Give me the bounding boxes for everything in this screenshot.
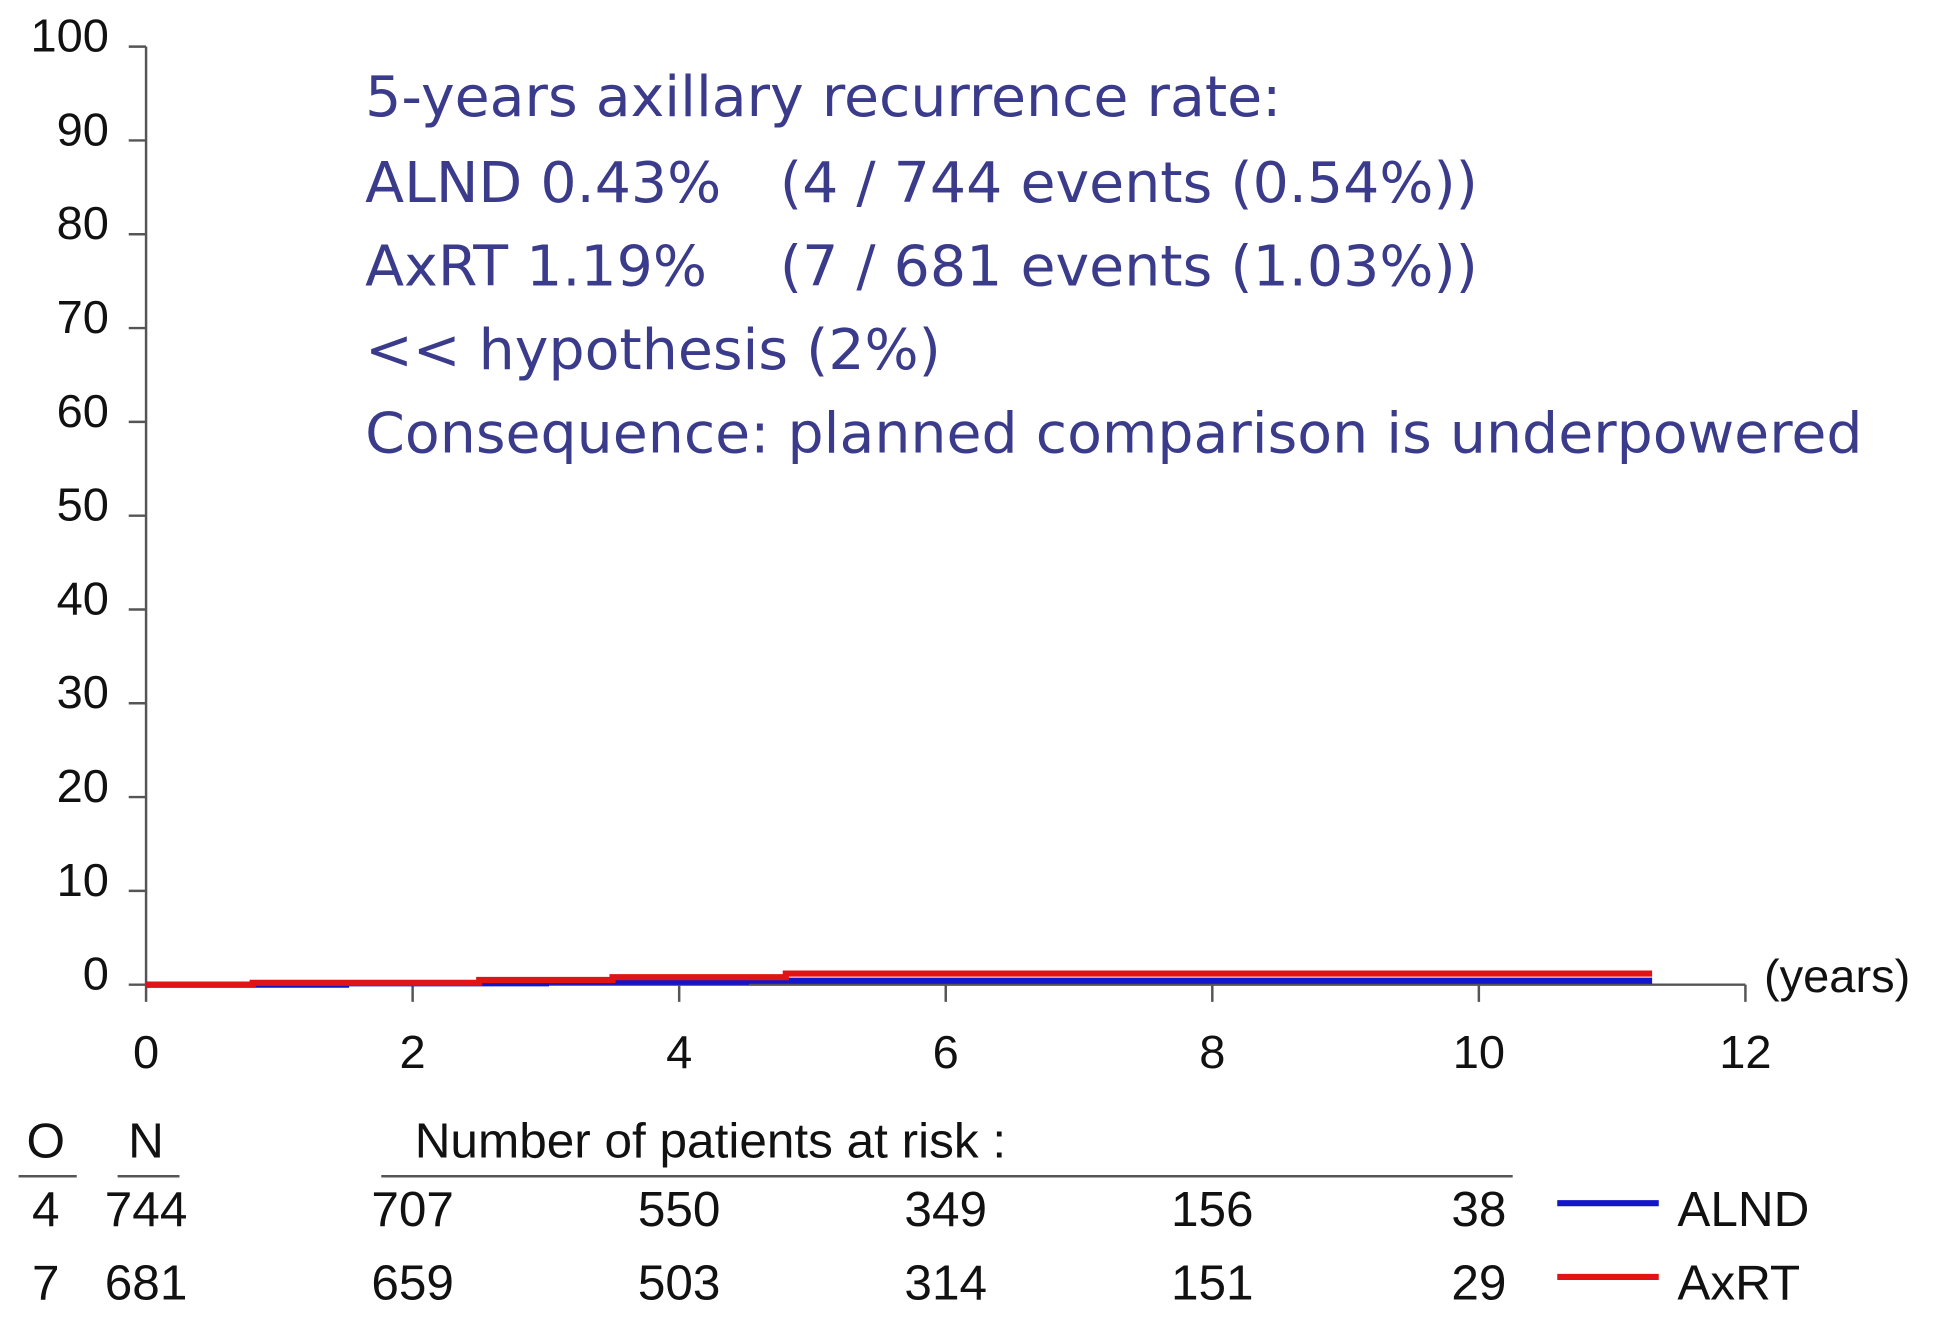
annotation: ALND 0.43%: [365, 150, 721, 216]
legend-label: ALND: [1677, 1182, 1809, 1237]
risk-n: 744: [105, 1182, 188, 1237]
annotation: << hypothesis (2%): [365, 317, 941, 383]
x-tick-label: 8: [1199, 1026, 1225, 1078]
at-risk: 659: [371, 1256, 454, 1311]
at-risk: 550: [638, 1182, 721, 1237]
annotation: (4 / 744 events (0.54%)): [780, 150, 1478, 216]
survival-curve: [146, 970, 1653, 988]
x-tick-label: 0: [133, 1026, 159, 1078]
at-risk: 29: [1451, 1256, 1506, 1311]
y-tick-label: 80: [57, 197, 109, 249]
risk-n: 681: [105, 1256, 188, 1311]
x-tick-label: 10: [1453, 1026, 1505, 1078]
y-tick-label: 40: [57, 573, 109, 625]
risk-header: Number of patients at risk :: [415, 1113, 1006, 1168]
risk-o: 4: [32, 1182, 60, 1237]
x-tick-label: 12: [1719, 1026, 1771, 1078]
y-tick-label: 50: [57, 479, 109, 531]
x-axis-label: (years): [1764, 950, 1910, 1002]
y-tick-label: 20: [57, 760, 109, 812]
y-tick-label: 90: [57, 104, 109, 156]
annotation: 5-years axillary recurrence rate:: [365, 64, 1281, 130]
at-risk: 151: [1171, 1256, 1254, 1311]
risk-header: N: [128, 1113, 164, 1168]
annotation: Consequence: planned comparison is under…: [365, 401, 1862, 467]
y-tick-label: 30: [57, 666, 109, 718]
at-risk: 503: [638, 1256, 721, 1311]
at-risk: 349: [904, 1182, 987, 1237]
risk-o: 7: [32, 1256, 60, 1311]
at-risk: 38: [1451, 1182, 1506, 1237]
x-tick-label: 6: [933, 1026, 959, 1078]
at-risk: 156: [1171, 1182, 1254, 1237]
annotations: 5-years axillary recurrence rate: ALND 0…: [365, 64, 1862, 466]
annotation: (7 / 681 events (1.03%)): [780, 234, 1478, 300]
y-tick-label: 0: [83, 948, 109, 1000]
y-tick-label: 10: [57, 854, 109, 906]
risk-header: O: [27, 1113, 66, 1168]
at-risk: 707: [371, 1182, 454, 1237]
x-tick-label: 2: [400, 1026, 426, 1078]
x-tick-label: 4: [666, 1026, 692, 1078]
y-tick-label: 60: [57, 385, 109, 437]
y-tick-label: 70: [57, 291, 109, 343]
annotation: AxRT 1.19%: [365, 234, 707, 300]
y-tick-label: 100: [30, 10, 108, 62]
legend-label: AxRT: [1677, 1256, 1800, 1311]
at-risk: 314: [904, 1256, 987, 1311]
